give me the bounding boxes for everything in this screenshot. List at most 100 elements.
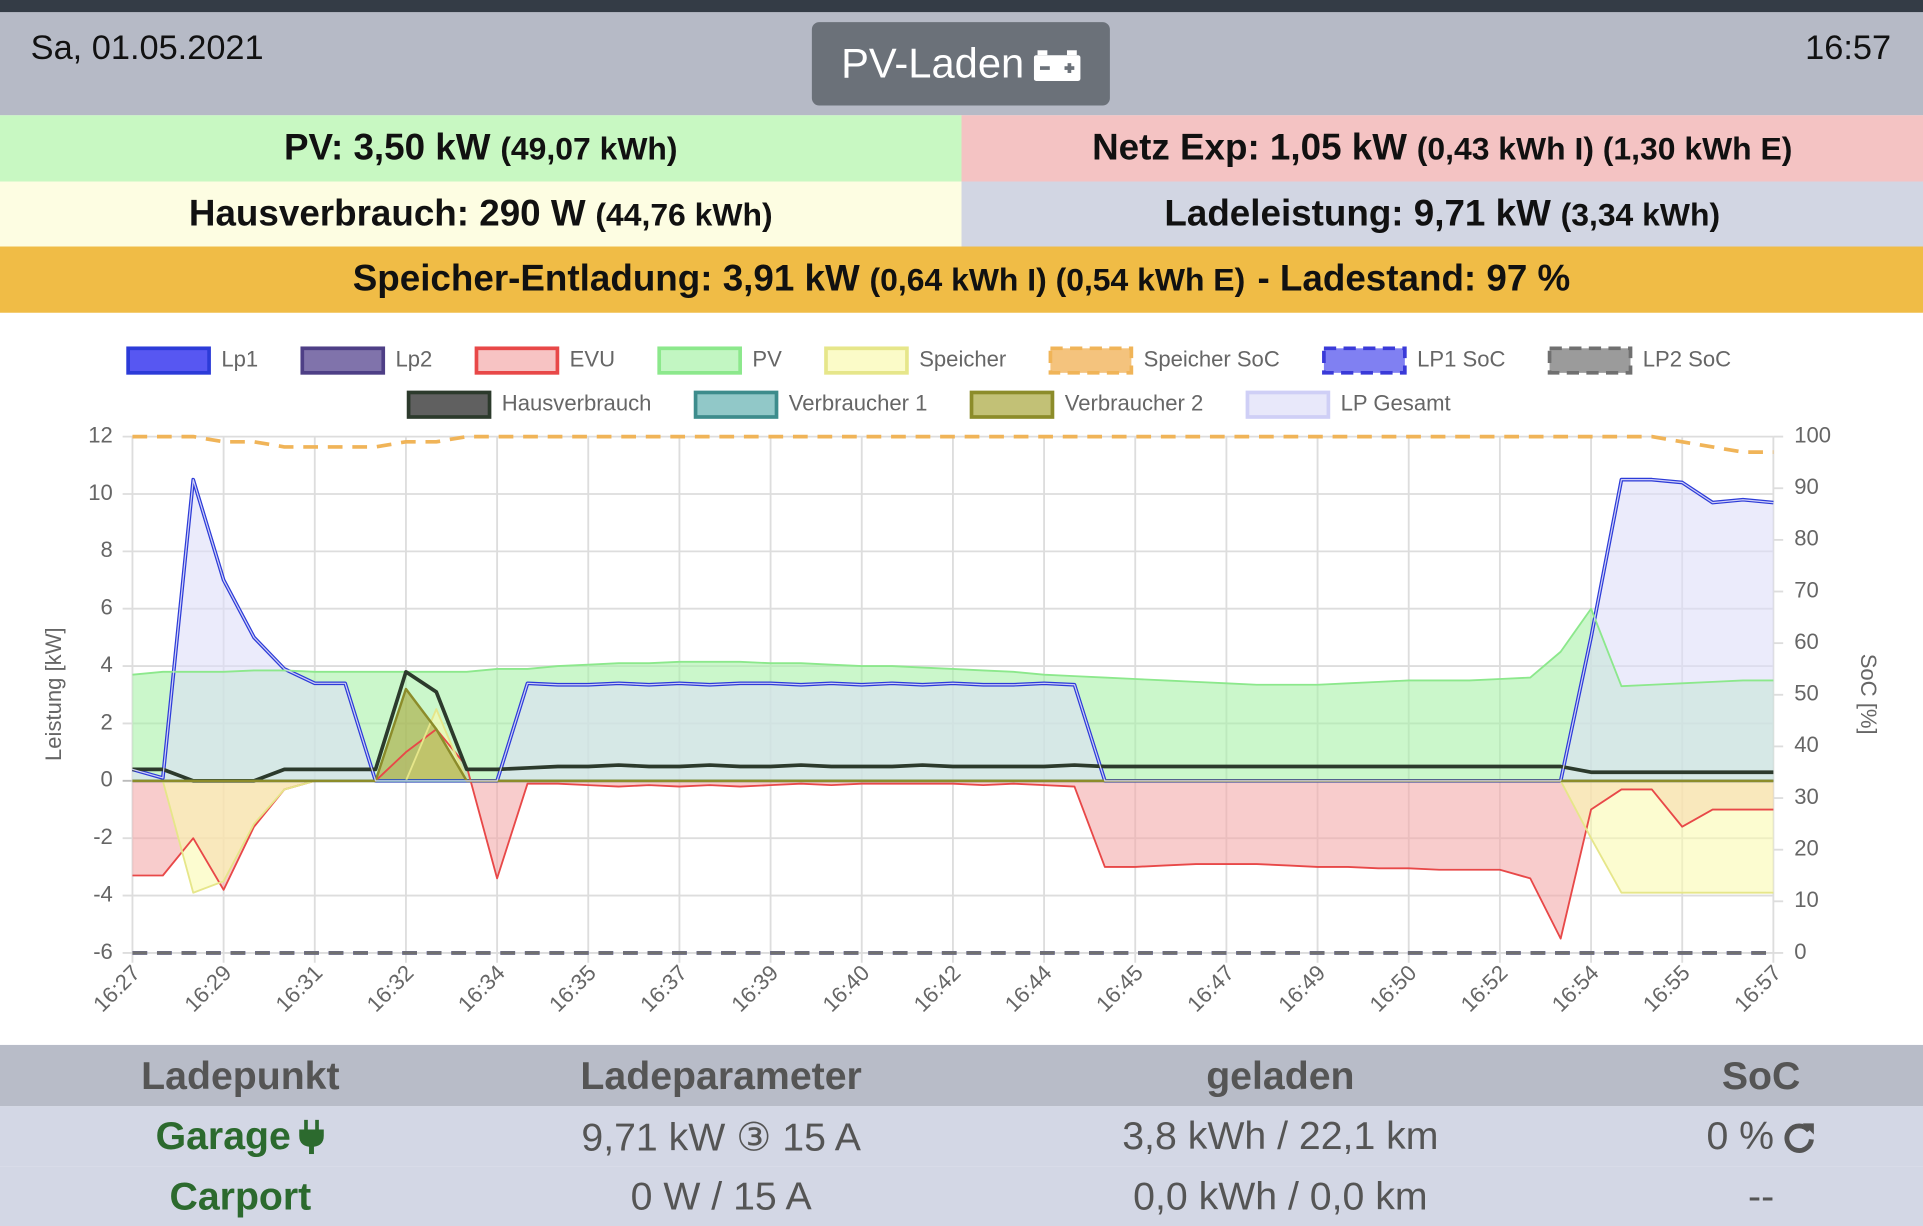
y-axis-title: Leistung [kW] (41, 627, 66, 761)
column-header: Ladepunkt (141, 1052, 340, 1098)
legend-swatch (1245, 390, 1331, 419)
legend-item[interactable]: PV (657, 346, 782, 375)
legend-item[interactable]: Lp1 (126, 346, 258, 375)
y2-axis-title: SoC [%] (1856, 654, 1881, 735)
legend-item[interactable]: Speicher SoC (1048, 346, 1280, 375)
x-tick-label: 16:44 (1000, 960, 1057, 1017)
x-tick-label: 16:32 (362, 960, 419, 1017)
legend-label: Lp2 (396, 346, 433, 371)
mode-label[interactable]: PV-Laden (841, 39, 1025, 87)
table-row[interactable]: Carport 0 W / 15 A 0,0 kWh / 0,0 km -- (0, 1166, 1923, 1226)
charge-main: Ladeleistung: 9,71 kW (1164, 193, 1551, 235)
y-tick-label: -4 (93, 881, 113, 906)
params-cell: 0 W / 15 A (630, 1173, 812, 1218)
status-row: Hausverbrauch: 290 W (44,76 kWh) Ladeleis… (0, 181, 1923, 248)
legend-label: Speicher SoC (1144, 346, 1280, 371)
top-strip (0, 0, 1923, 13)
legend-label: Lp1 (221, 346, 258, 371)
x-tick-label: 16:55 (1638, 960, 1695, 1017)
soc-cell: -- (1748, 1173, 1775, 1218)
x-tick-label: 16:54 (1547, 960, 1604, 1017)
legend-item[interactable]: Lp2 (300, 346, 433, 375)
y-tick-label: -6 (93, 939, 113, 964)
pv-main: PV: 3,50 kW (283, 127, 491, 169)
x-tick-label: 16:34 (453, 960, 510, 1017)
legend-label: Verbraucher 2 (1065, 391, 1204, 416)
legend-swatch (1547, 346, 1633, 375)
y2-tick-label: 50 (1794, 681, 1819, 706)
legend-item[interactable]: Verbraucher 1 (693, 391, 928, 419)
charge-point-name: Garage (155, 1113, 291, 1158)
status-row: PV: 3,50 kW (49,07 kWh) Netz Exp: 1,05 kW… (0, 115, 1923, 182)
x-tick-label: 16:50 (1365, 960, 1422, 1017)
x-tick-label: 16:35 (544, 960, 601, 1017)
y-tick-label: -2 (93, 824, 113, 849)
y2-tick-label: 30 (1794, 784, 1819, 809)
storage-soc: - Ladestand: 97 % (1257, 258, 1571, 300)
soc-value: 0 % (1706, 1113, 1775, 1158)
charge-point-table: Ladepunkt Ladeparameter geladen SoC Gara… (0, 1044, 1923, 1226)
x-tick-label: 16:40 (818, 960, 875, 1017)
table-header: Ladepunkt Ladeparameter geladen SoC (0, 1044, 1923, 1107)
time: 16:57 (1805, 28, 1892, 67)
chart: Leistung [kW] SoC [%] -6 -4 -2 0 2 4 6 8 10 12 0 10… (41, 346, 1881, 1017)
legend: Lp1 Lp2 EVU PV Speicher Speicher SoC LP1 SoC LP… (126, 346, 1732, 419)
y2-tick-label: 20 (1794, 836, 1819, 861)
legend-item[interactable]: Speicher (824, 346, 1006, 375)
y2-tick-label: 40 (1794, 732, 1819, 757)
legend-swatch (474, 346, 560, 375)
table-row[interactable]: Garage 9,71 kW ③ 15 A 3,8 kWh / 22,1 km … (0, 1106, 1923, 1167)
series-line (132, 669, 1774, 783)
storage-status: Speicher-Entladung: 3,91 kW (0,64 kWh I) … (0, 246, 1923, 313)
legend-label: PV (752, 346, 782, 371)
y2-tick-label: 100 (1794, 422, 1831, 447)
legend-swatch (657, 346, 742, 375)
storage-detail: (0,64 kWh I) (0,54 kWh E) (869, 260, 1246, 298)
legend-swatch (969, 390, 1055, 419)
pv-detail: (49,07 kWh) (500, 129, 678, 167)
legend-swatch (406, 390, 492, 419)
mode-button[interactable]: PV-Laden (811, 22, 1110, 106)
legend-item[interactable]: LP1 SoC (1322, 346, 1506, 375)
house-status: Hausverbrauch: 290 W (44,76 kWh) (0, 181, 962, 248)
y-tick-label: 4 (101, 652, 113, 677)
charge-status: Ladeleistung: 9,71 kW (3,34 kWh) (961, 181, 1923, 248)
y2-tick-label: 70 (1794, 577, 1819, 602)
charge-point-cell: Garage (0, 1114, 481, 1159)
legend-label: LP Gesamt (1341, 391, 1451, 416)
legend-item[interactable]: Verbraucher 2 (969, 390, 1204, 419)
series-line (132, 479, 1774, 782)
pv-status: PV: 3,50 kW (49,07 kWh) (0, 115, 962, 182)
x-tick-label: 16:57 (1729, 960, 1786, 1017)
y-tick-label: 0 (101, 767, 113, 792)
grid-main: Netz Exp: 1,05 kW (1092, 127, 1407, 169)
x-tick-label: 16:31 (271, 960, 328, 1017)
legend-label: Verbraucher 1 (789, 391, 928, 416)
y2-tick-label: 10 (1794, 887, 1819, 912)
grid-detail: (0,43 kWh I) (1,30 kWh E) (1416, 129, 1793, 167)
charged-cell: 3,8 kWh / 22,1 km (1122, 1113, 1439, 1158)
refresh-icon[interactable] (1781, 1119, 1815, 1153)
legend-label: Speicher (919, 346, 1006, 371)
column-header: geladen (1206, 1052, 1355, 1098)
legend-swatch (300, 346, 386, 375)
charge-detail: (3,34 kWh) (1560, 195, 1721, 233)
house-main: Hausverbrauch: 290 W (188, 193, 586, 235)
y2-tick-label: 60 (1794, 629, 1819, 654)
series-line (132, 728, 1774, 940)
x-tick-label: 16:39 (726, 960, 783, 1017)
y2-tick-label: 90 (1794, 474, 1819, 499)
x-tick-label: 16:27 (88, 960, 145, 1017)
legend-swatch (126, 346, 211, 375)
y-tick-label: 8 (101, 537, 113, 562)
y2-tick-label: 80 (1794, 526, 1819, 551)
legend-item[interactable]: LP Gesamt (1245, 390, 1451, 419)
legend-item[interactable]: LP2 SoC (1547, 346, 1732, 375)
legend-item[interactable]: EVU (474, 346, 615, 375)
legend-label: Hausverbrauch (502, 391, 652, 416)
x-tick-label: 16:37 (635, 960, 692, 1017)
legend-swatch (1048, 346, 1134, 375)
legend-item[interactable]: Hausverbrauch (406, 390, 652, 419)
y2-tick-label: 0 (1794, 939, 1806, 964)
y-tick-label: 2 (101, 709, 113, 734)
